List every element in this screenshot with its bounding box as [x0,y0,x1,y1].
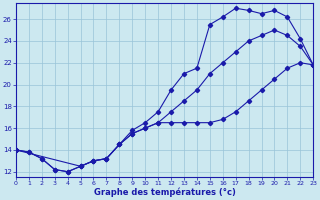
X-axis label: Graphe des températures (°c): Graphe des températures (°c) [94,188,236,197]
